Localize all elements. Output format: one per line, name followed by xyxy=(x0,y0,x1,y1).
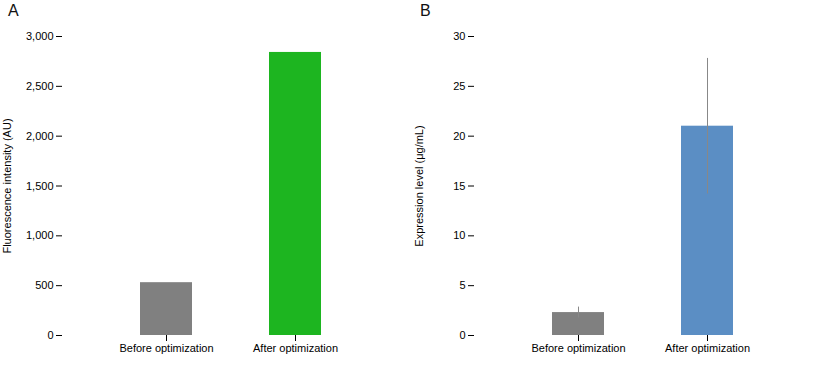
svg-text:1,000: 1,000 xyxy=(26,229,54,241)
svg-text:Before optimization: Before optimization xyxy=(531,342,625,354)
svg-text:After optimization: After optimization xyxy=(253,342,338,354)
svg-text:Fluorescence intensity (AU): Fluorescence intensity (AU) xyxy=(1,118,13,253)
svg-text:5: 5 xyxy=(459,279,465,291)
svg-text:2,000: 2,000 xyxy=(26,130,54,142)
svg-text:0: 0 xyxy=(47,329,53,341)
svg-text:3,000: 3,000 xyxy=(26,30,54,42)
svg-text:10: 10 xyxy=(453,229,465,241)
svg-text:0: 0 xyxy=(459,329,465,341)
html-text:B: B xyxy=(420,2,431,19)
svg-text:25: 25 xyxy=(453,80,465,92)
svg-text:2,500: 2,500 xyxy=(26,80,54,92)
svg-text:Before optimization: Before optimization xyxy=(119,342,213,354)
svg-text:After optimization: After optimization xyxy=(665,342,750,354)
svg-text:30: 30 xyxy=(453,30,465,42)
svg-text:20: 20 xyxy=(453,130,465,142)
svg-text:1,500: 1,500 xyxy=(26,180,54,192)
svg-text:500: 500 xyxy=(35,279,53,291)
html-text:A: A xyxy=(8,2,19,19)
svg-text:15: 15 xyxy=(453,180,465,192)
svg-text:Expression level (μg/mL): Expression level (μg/mL) xyxy=(413,125,425,246)
